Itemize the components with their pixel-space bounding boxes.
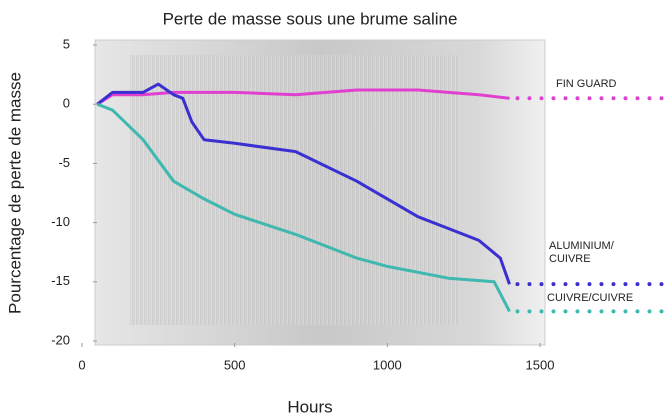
x-tick-label: 0 [78,357,85,372]
chart-title: Perte de masse sous une brume saline [163,9,458,28]
x-axis-label: Hours [287,397,332,416]
x-tick-label: 1500 [526,357,555,372]
x-tick-label: 500 [224,357,246,372]
y-tick-label: -20 [51,332,70,347]
y-tick-label: -15 [51,273,70,288]
y-axis-label: Pourcentage de perte de masse [5,72,24,314]
series-label: CUIVRE/CUIVRE [547,292,671,305]
y-tick-label: 5 [63,36,70,51]
y-tick-label: -5 [58,155,70,170]
series-label: FIN GUARD [556,78,666,91]
chart: Perte de masse sous une brume saline Hou… [0,0,671,418]
y-tick-label: 0 [63,96,70,111]
series-label: ALUMINIUM/ CUIVRE [549,240,619,266]
y-tick-label: -10 [51,214,70,229]
x-tick-label: 1000 [373,357,402,372]
chart-container: Perte de masse sous une brume saline Hou… [0,0,671,418]
